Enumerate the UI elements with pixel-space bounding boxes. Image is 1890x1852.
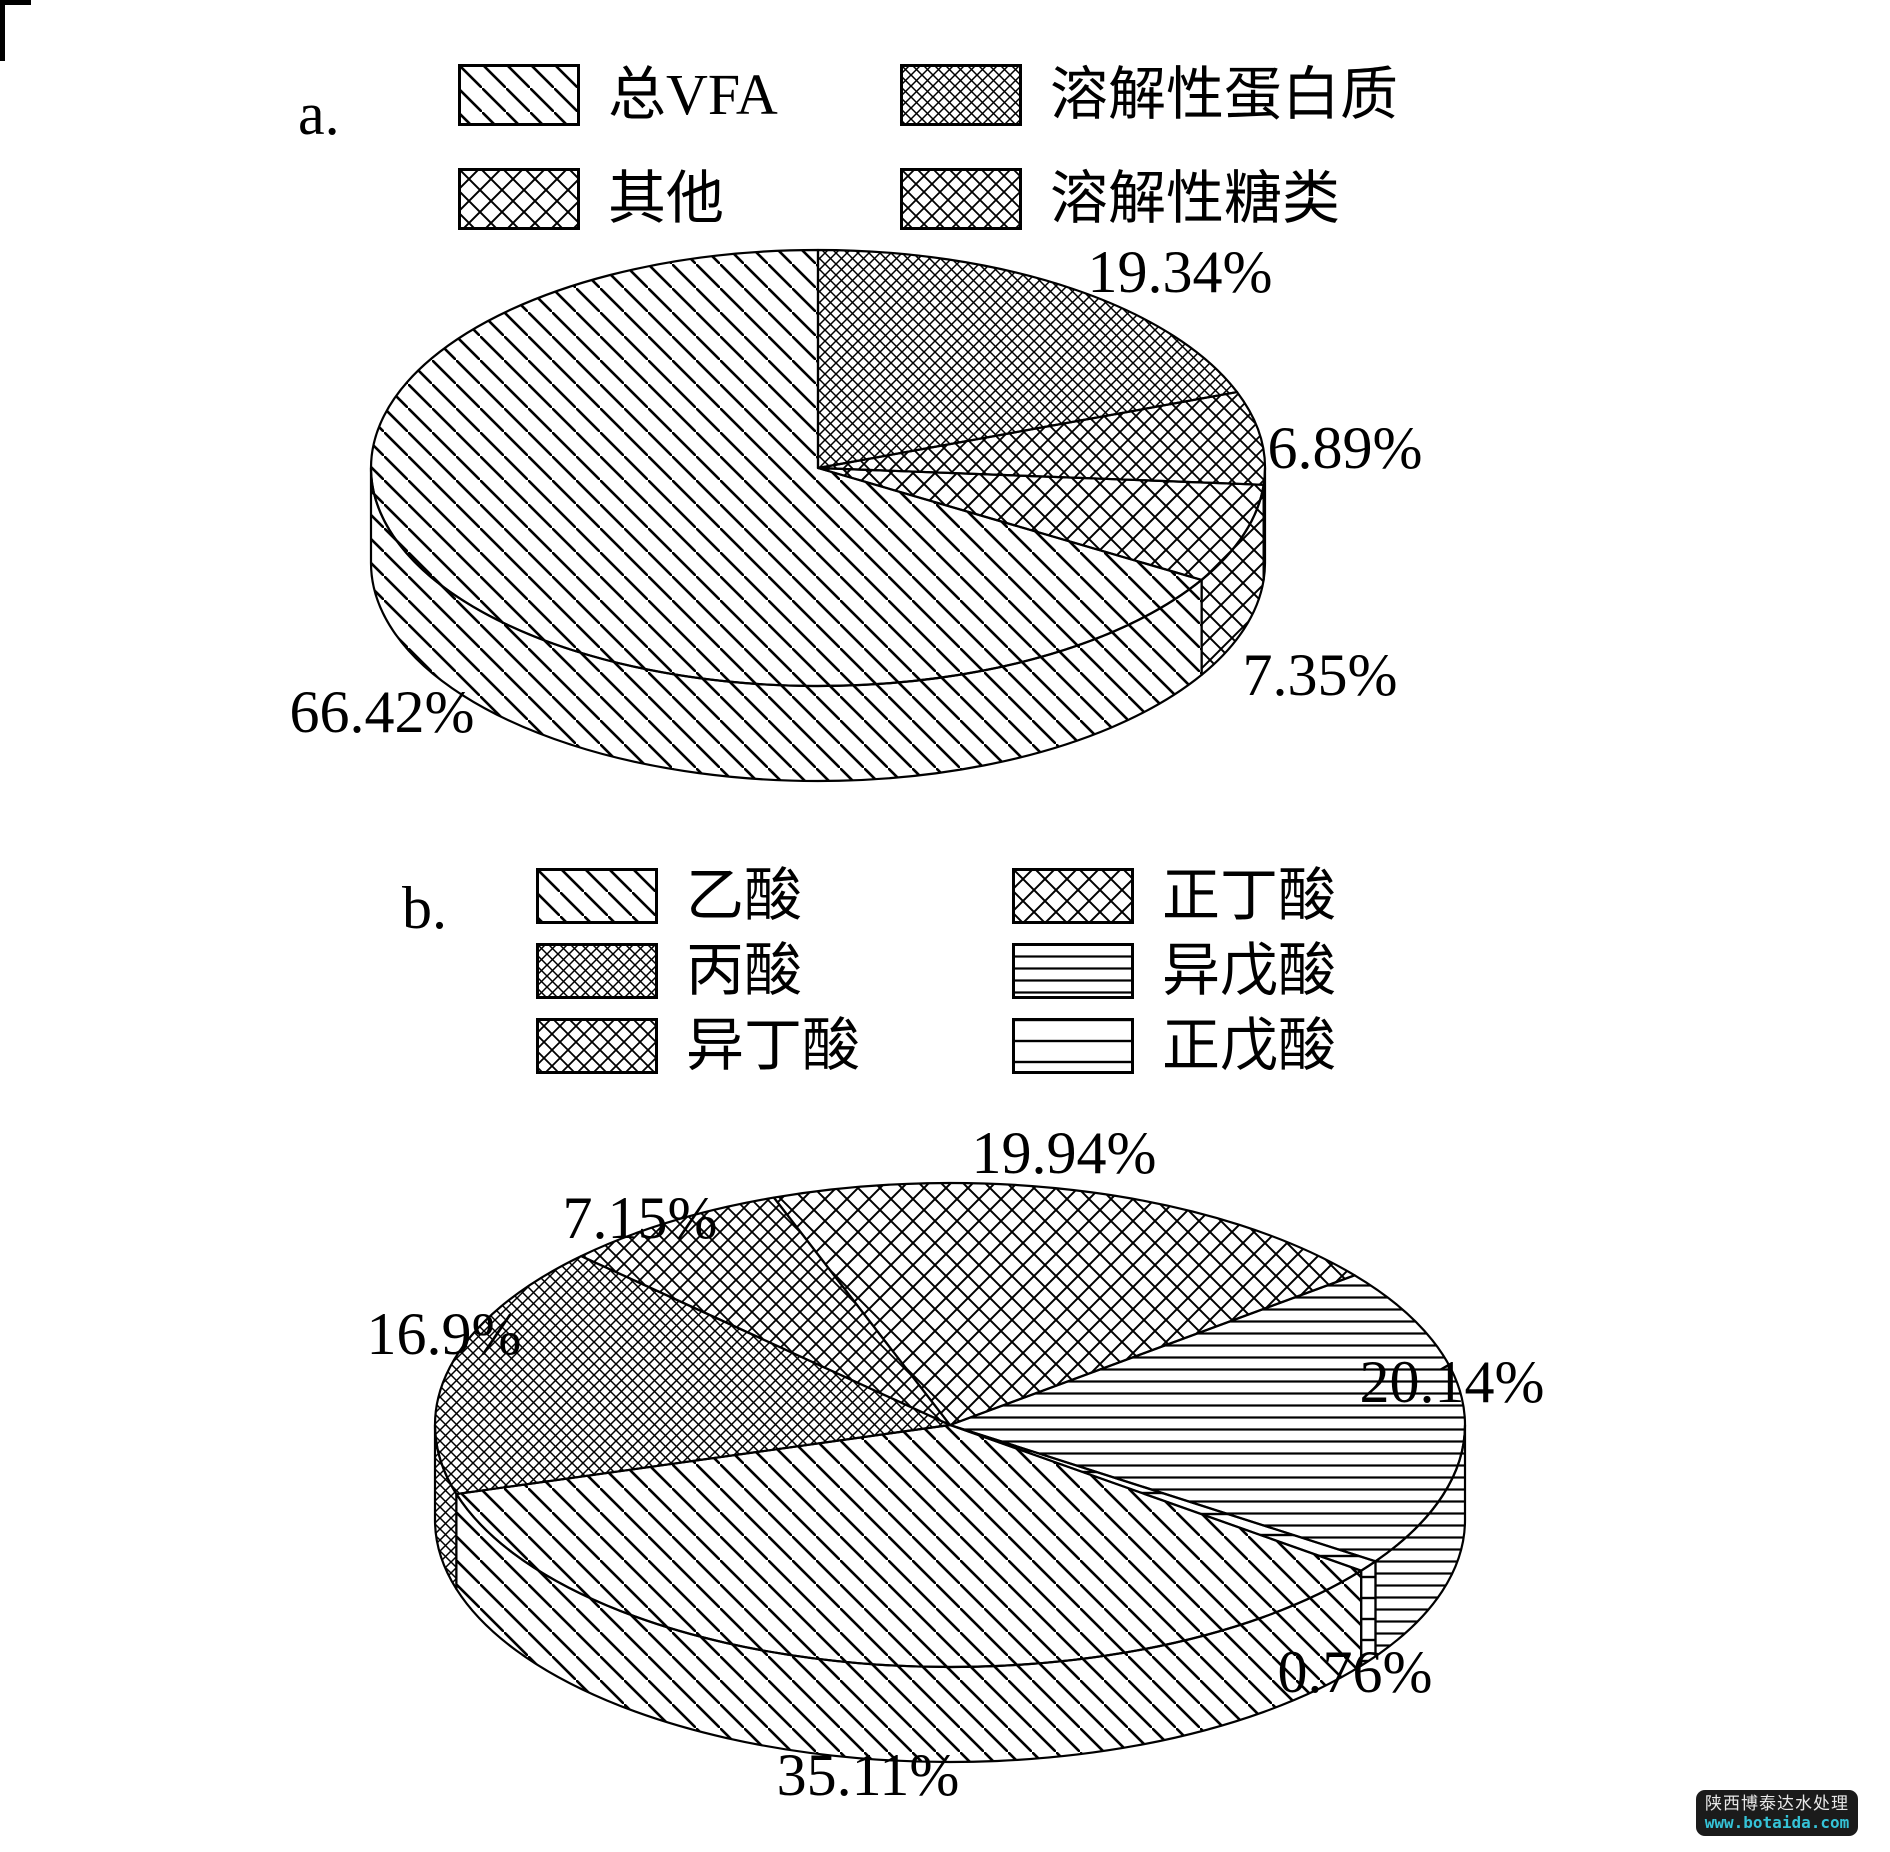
medium-crosshatch-swatch-icon [536,1018,658,1075]
fine-crosshatch-swatch-icon [900,64,1022,126]
slice-percent-label: 35.11% [776,1742,960,1808]
slice-percent-label: 7.15% [562,1185,718,1251]
legend-label: 异丁酸 [686,1012,861,1078]
legend-label: 正丁酸 [1162,863,1337,928]
pie-slice [948,1274,1467,1563]
panel-label-b: b. [402,875,447,941]
watermark-badge: 陕西博泰达水处理 www.botaida.com [1696,1790,1858,1836]
pie-slice [433,1255,952,1496]
pie-slice [816,390,1267,486]
large-crosshatch-swatch-icon [458,168,580,230]
large-crosshatch-swatch-icon [1012,868,1134,925]
pie-slice [816,466,1265,582]
legend-label: 其他 [608,165,725,231]
slice-percent-label: 6.89% [1267,415,1423,481]
pie-slice [455,1423,1363,1669]
legend-item: 异丁酸 [536,1012,1012,1078]
watermark-company-name: 陕西博泰达水处理 [1705,1794,1849,1813]
slice-percent-label: 7.35% [1242,642,1398,708]
slice-percent-label: 0.76% [1277,1639,1433,1705]
pie-slice [816,248,1239,470]
slice-percent-label: 20.14% [1359,1349,1545,1415]
fine-crosshatch-swatch-icon [536,943,658,1000]
diagonal-hatch-swatch-icon [536,868,658,925]
legend-label: 乙酸 [686,863,803,928]
pie-chart-b [433,1181,1467,1764]
dense-hlines-swatch-icon [1012,943,1134,1000]
slice-percent-label: 16.9% [366,1301,522,1367]
legend-item: 其他 [458,168,900,230]
legend-item: 异戊酸 [1012,937,1337,1003]
legend-item: 正丁酸 [1012,863,1337,928]
legend-item: 溶解性蛋白质 [900,64,1398,126]
legend-item: 正戊酸 [1012,1012,1337,1078]
slice-percent-label: 19.94% [971,1120,1157,1186]
legend-chart-b: 乙酸 正丁酸丙酸 异戊酸异丁酸 正戊酸 [536,863,1337,1078]
slice-percent-label: 19.34% [1087,239,1273,305]
legend-chart-a: 总VFA 溶解性蛋白质其他 溶解性糖类 [458,64,1398,230]
legend-label: 异戊酸 [1162,937,1337,1003]
legend-item: 溶解性糖类 [900,168,1398,230]
legend-item: 乙酸 [536,863,1012,928]
legend-item: 总VFA [458,64,900,126]
pie-chart-a [369,248,1267,783]
legend-label: 溶解性蛋白质 [1050,61,1399,127]
sparse-hlines-swatch-icon [1012,1018,1134,1075]
legend-label: 总VFA [608,61,778,127]
legend-label: 丙酸 [686,937,803,1003]
pie-slice [369,248,1203,688]
pie-slice [772,1181,1356,1427]
medium-crosshatch-swatch-icon [900,168,1022,230]
legend-label: 正戊酸 [1162,1012,1337,1078]
panel-label-a: a. [298,81,340,147]
legend-item: 丙酸 [536,937,1012,1003]
diagonal-hatch-swatch-icon [458,64,580,126]
slice-percent-label: 66.42% [289,679,475,745]
scan-artifact [0,0,31,61]
legend-label: 溶解性糖类 [1050,165,1341,231]
pie-slice [580,1196,952,1427]
watermark-url: www.botaida.com [1704,1813,1850,1833]
